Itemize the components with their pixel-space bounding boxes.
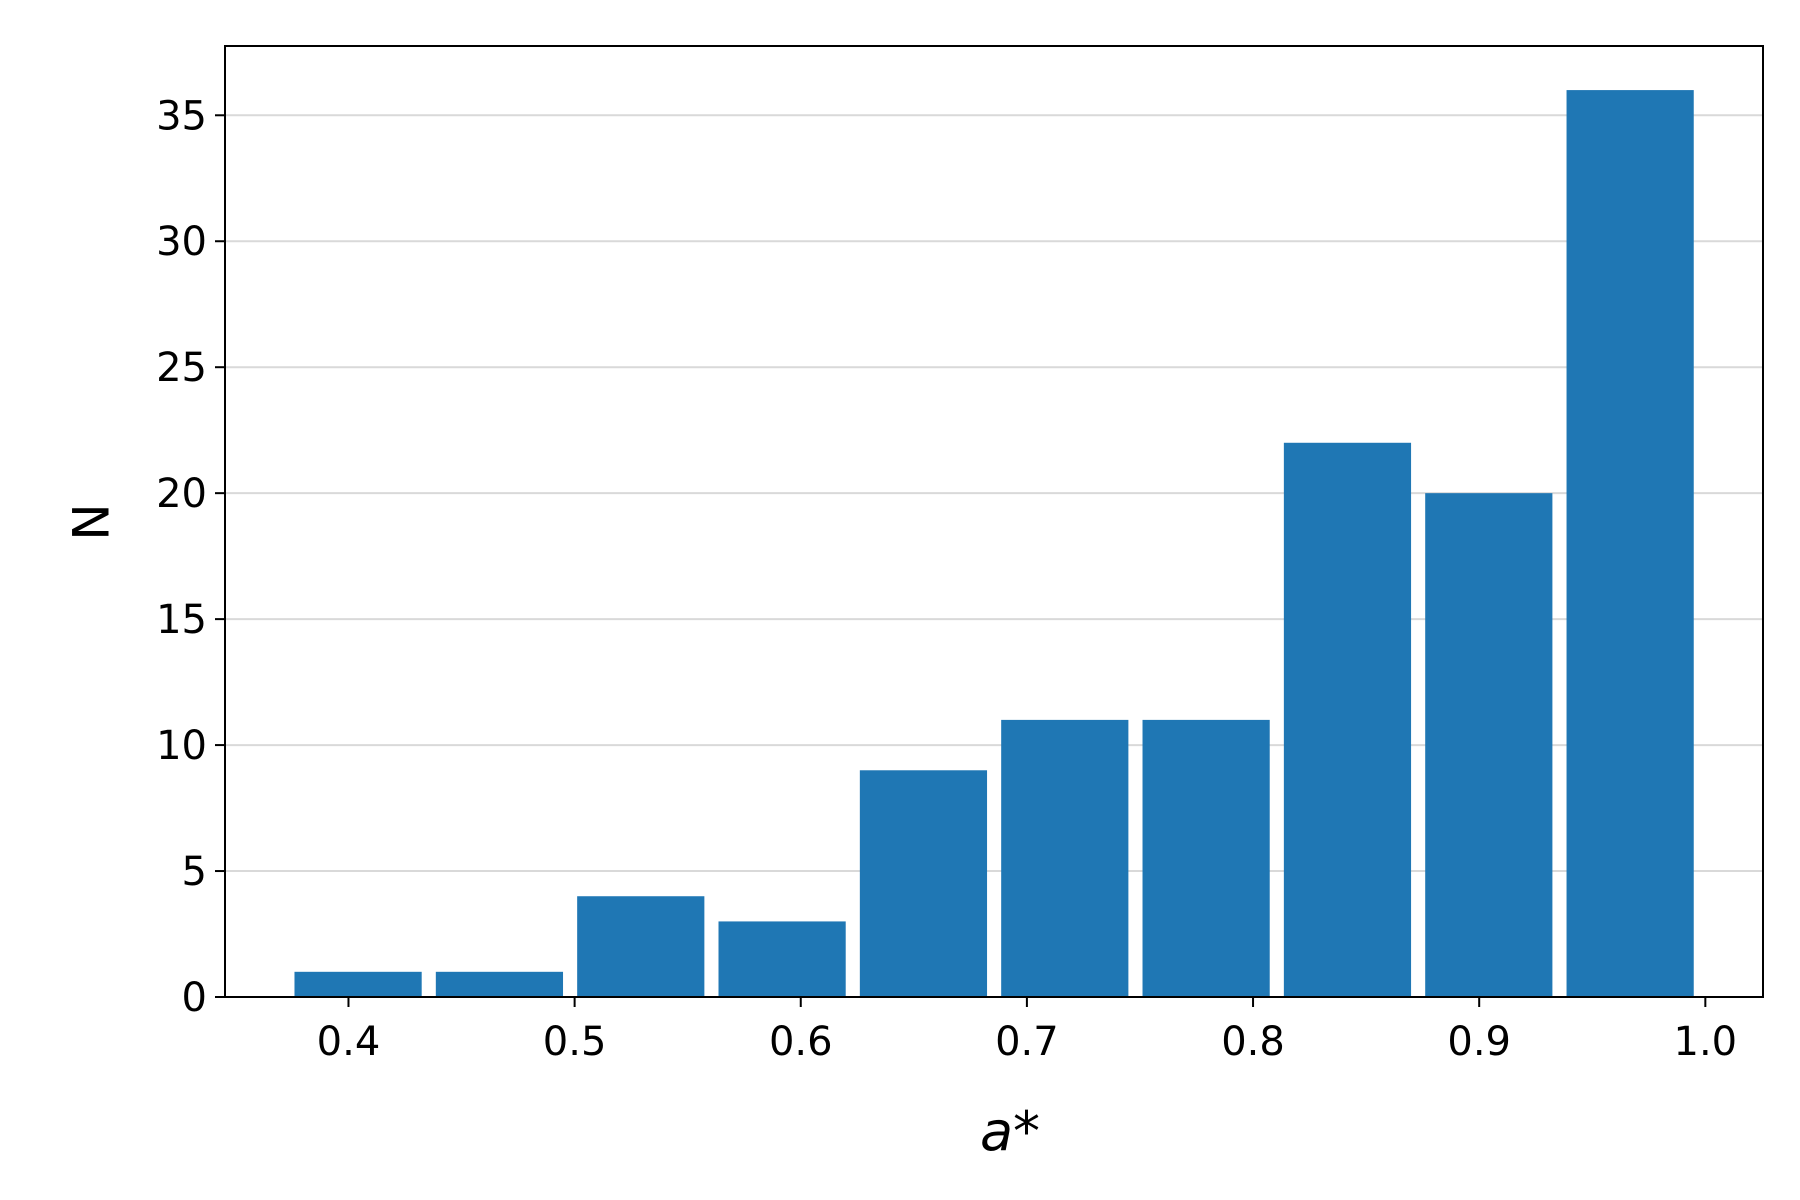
x-tick-label: 1.0 [1674, 1019, 1738, 1065]
bar [1425, 493, 1553, 997]
x-tick-label: 0.6 [769, 1019, 833, 1065]
y-tick-label: 35 [156, 93, 207, 139]
y-tick-label: 30 [156, 219, 207, 265]
bar [1283, 442, 1412, 997]
bar [859, 770, 988, 997]
y-axis-label: N [63, 503, 121, 540]
bar [718, 921, 846, 997]
x-axis-label: a* [980, 1100, 1040, 1163]
y-tick-label: 20 [156, 471, 207, 517]
x-tick-label: 0.7 [995, 1019, 1059, 1065]
bar [577, 896, 705, 997]
y-tick-label: 10 [156, 723, 207, 769]
bar [1566, 90, 1694, 998]
bar [435, 971, 564, 997]
y-tick-label: 5 [182, 849, 207, 895]
x-tick-label: 0.4 [317, 1019, 381, 1065]
y-tick-label: 15 [156, 597, 207, 643]
x-tick-label: 0.8 [1221, 1019, 1285, 1065]
y-tick-label: 0 [182, 975, 207, 1021]
x-tick-label: 0.9 [1447, 1019, 1511, 1065]
x-tick-label: 0.5 [543, 1019, 607, 1065]
plot-frame [224, 45, 1764, 998]
y-tick-label: 25 [156, 345, 207, 391]
bar [1001, 719, 1129, 997]
bar [1142, 719, 1270, 997]
bar [294, 971, 422, 997]
